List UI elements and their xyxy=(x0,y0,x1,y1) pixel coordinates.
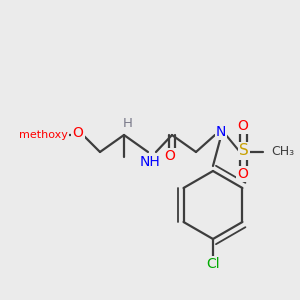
Text: S: S xyxy=(239,143,249,158)
Text: O: O xyxy=(238,119,248,133)
Text: H: H xyxy=(123,116,133,130)
Text: CH₃: CH₃ xyxy=(271,146,294,158)
Text: Cl: Cl xyxy=(206,257,220,271)
Text: N: N xyxy=(216,125,226,139)
Text: O: O xyxy=(73,126,83,140)
Text: methoxy: methoxy xyxy=(19,130,68,140)
Text: NH: NH xyxy=(140,155,160,169)
Text: O: O xyxy=(238,167,248,181)
Text: O: O xyxy=(164,149,175,163)
